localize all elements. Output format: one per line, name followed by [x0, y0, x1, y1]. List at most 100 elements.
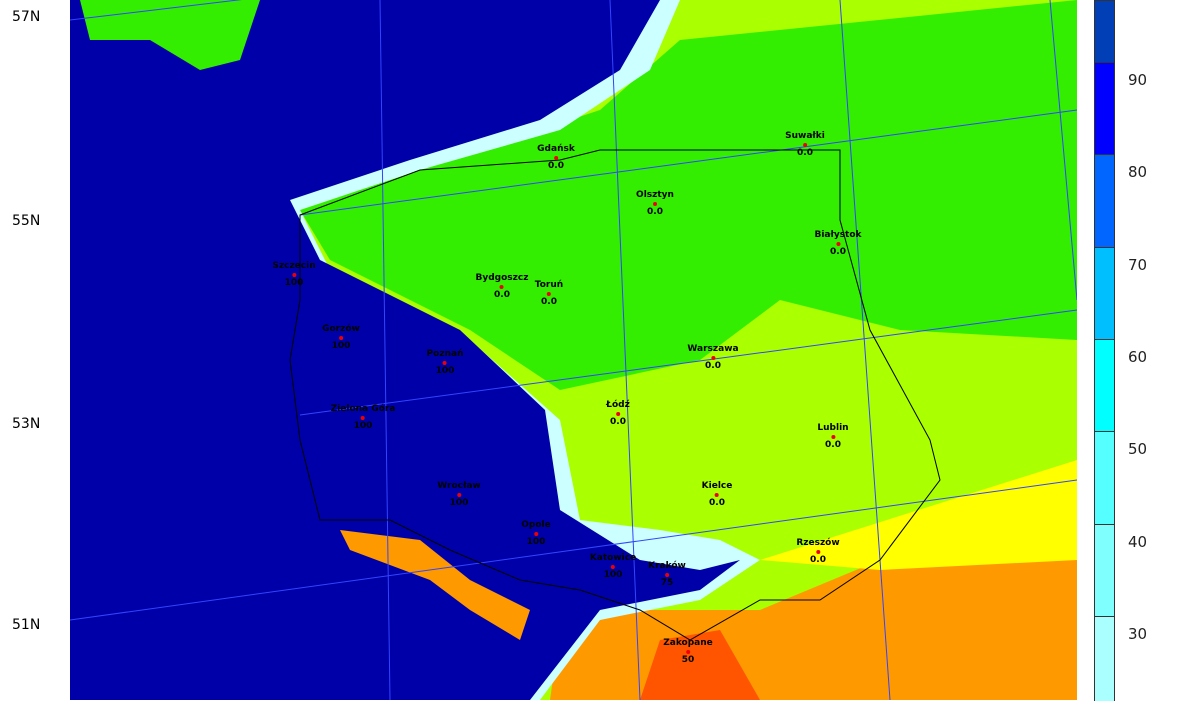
city-name: Olsztyn — [636, 190, 674, 200]
city-dot — [616, 412, 620, 416]
colorbar-label: 90 — [1128, 71, 1148, 89]
city-name: Warszawa — [687, 344, 739, 354]
city-dot — [715, 493, 719, 497]
city-dot — [339, 336, 343, 340]
lat-label-57n: 57N — [12, 9, 41, 25]
cloud-cover-map — [70, 0, 1077, 700]
city-value: 0.0 — [541, 297, 557, 307]
city-marker: Lublin 0.0 — [817, 423, 848, 451]
city-name: Białystok — [814, 230, 862, 240]
colorbar-label: 30 — [1128, 624, 1148, 643]
full-cover-region — [70, 0, 740, 700]
city-marker: Katowice 100 — [590, 553, 636, 581]
city-marker: Białystok 0.0 — [814, 230, 861, 258]
city-name: Gdańsk — [537, 144, 575, 154]
city-dot — [611, 565, 615, 569]
city-value: 100 — [526, 537, 546, 547]
city-dot — [361, 416, 365, 420]
lat-label-55n: 55N — [12, 213, 41, 229]
city-marker: Suwałki 0.0 — [785, 131, 825, 159]
city-dot — [816, 550, 820, 554]
city-name: Łódź — [606, 400, 630, 410]
city-marker: Poznań 100 — [427, 349, 464, 377]
city-value: 0.0 — [647, 207, 663, 217]
city-name: Zakopane — [663, 638, 713, 648]
city-dot — [836, 242, 840, 246]
colorbar-segment — [1094, 431, 1115, 525]
city-value: 50 — [681, 655, 695, 665]
city-marker: Rzeszów 0.0 — [796, 538, 839, 566]
city-marker: Gorzów 100 — [322, 324, 360, 352]
city-name: Kielce — [701, 481, 733, 491]
city-dot — [686, 650, 690, 654]
city-name: Poznań — [426, 349, 464, 359]
city-marker: Wrocław 100 — [437, 481, 480, 509]
city-value: 100 — [284, 278, 304, 288]
red-region — [640, 630, 760, 700]
city-value: 0.0 — [610, 417, 626, 427]
city-name: Gorzów — [322, 324, 360, 334]
city-name: Zielona Góra — [330, 404, 396, 414]
lat-label-53n: 53N — [12, 416, 41, 432]
colorbar-segment — [1094, 62, 1115, 156]
city-value: 100 — [449, 498, 469, 508]
city-marker: Kielce 0.0 — [702, 481, 733, 509]
colorbar-segment — [1094, 338, 1115, 433]
colorbar-segment — [1094, 615, 1115, 701]
city-marker: Warszawa 0.0 — [687, 344, 738, 372]
city-value: 0.0 — [705, 361, 721, 371]
colorbar-segment — [1094, 154, 1115, 248]
graticule — [70, 0, 1077, 700]
colorbar-segment — [1094, 246, 1115, 340]
city-name: Rzeszów — [796, 538, 840, 548]
yellow-region — [760, 460, 1077, 570]
city-value: 100 — [353, 421, 373, 431]
city-value: 0.0 — [830, 247, 846, 257]
city-value: 0.0 — [810, 555, 826, 565]
city-name: Toruń — [534, 280, 564, 290]
colorbar-label: 70 — [1128, 255, 1148, 274]
colorbar-label: 40 — [1128, 532, 1148, 551]
city-dot — [652, 202, 657, 206]
city-name: Lublin — [817, 423, 849, 433]
city-dot — [456, 493, 461, 497]
city-dot — [554, 156, 558, 160]
green-region — [300, 0, 1077, 390]
city-dot — [291, 273, 296, 277]
green-region-north — [80, 0, 260, 70]
country-border — [289, 149, 941, 641]
city-marker: Zakopane 50 — [663, 638, 713, 666]
map-field — [70, 0, 1077, 700]
city-dot — [443, 361, 447, 365]
city-value: 0.0 — [797, 148, 813, 158]
city-name: Wrocław — [437, 481, 481, 491]
city-marker: Kraków 75 — [648, 561, 686, 589]
city-dot — [534, 532, 538, 536]
city-dot — [500, 285, 504, 289]
city-name: Opole — [521, 520, 551, 530]
city-value: 0.0 — [709, 498, 725, 508]
city-marker: Szczecin 100 — [272, 261, 315, 289]
city-value: 75 — [660, 578, 674, 588]
city-name: Bydgoszcz — [475, 273, 529, 283]
city-dot — [830, 435, 835, 439]
city-value: 100 — [603, 570, 623, 580]
city-marker: Zielona Góra 100 — [331, 404, 396, 432]
colorbar-label: 60 — [1128, 347, 1148, 366]
city-dot — [664, 573, 669, 577]
city-value: 0.0 — [494, 290, 510, 300]
colorbar-label: 50 — [1128, 440, 1148, 459]
city-value: 100 — [435, 366, 455, 376]
colorbar-segment — [1094, 523, 1115, 617]
city-dot — [546, 292, 551, 296]
colorbar-label: 80 — [1128, 163, 1148, 182]
city-value: 0.0 — [548, 161, 564, 171]
city-dot — [711, 356, 715, 360]
colorbar-segment — [1094, 0, 1115, 63]
city-name: Suwałki — [785, 131, 825, 141]
city-marker: Łódź 0.0 — [606, 400, 630, 428]
city-marker: Gdańsk 0.0 — [537, 144, 575, 172]
colorbar — [1094, 0, 1115, 701]
city-value: 100 — [331, 341, 351, 351]
city-name: Szczecin — [272, 261, 316, 271]
